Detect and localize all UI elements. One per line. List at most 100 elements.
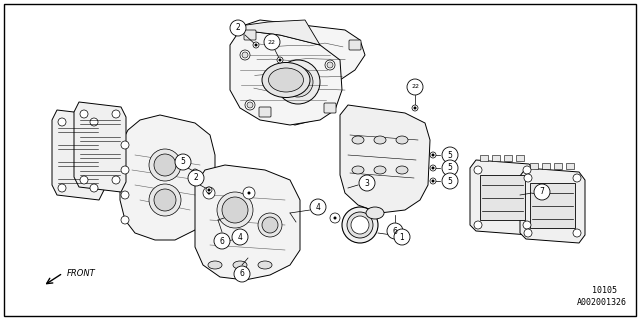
Circle shape bbox=[430, 165, 436, 171]
Text: 2: 2 bbox=[236, 23, 241, 33]
Bar bbox=[480, 175, 525, 220]
Circle shape bbox=[175, 154, 191, 170]
Circle shape bbox=[154, 154, 176, 176]
Circle shape bbox=[430, 178, 436, 184]
Circle shape bbox=[283, 67, 313, 97]
Circle shape bbox=[474, 221, 482, 229]
Circle shape bbox=[258, 213, 282, 237]
FancyBboxPatch shape bbox=[349, 40, 361, 50]
Text: A002001326: A002001326 bbox=[577, 298, 627, 307]
Polygon shape bbox=[230, 30, 342, 125]
Circle shape bbox=[333, 217, 337, 220]
Circle shape bbox=[325, 60, 335, 70]
Circle shape bbox=[431, 166, 435, 170]
Circle shape bbox=[262, 217, 278, 233]
Ellipse shape bbox=[396, 136, 408, 144]
Circle shape bbox=[407, 79, 423, 95]
Circle shape bbox=[524, 229, 532, 237]
Bar bbox=[542, 163, 550, 169]
Circle shape bbox=[203, 187, 215, 199]
Bar bbox=[554, 163, 562, 169]
Circle shape bbox=[351, 216, 369, 234]
Text: 6: 6 bbox=[392, 227, 397, 236]
Circle shape bbox=[222, 197, 248, 223]
Circle shape bbox=[149, 184, 181, 216]
Polygon shape bbox=[120, 115, 215, 240]
Circle shape bbox=[253, 42, 259, 48]
Text: 5: 5 bbox=[447, 150, 452, 159]
Text: 22: 22 bbox=[268, 39, 276, 44]
Circle shape bbox=[214, 233, 230, 249]
Circle shape bbox=[240, 50, 250, 60]
Ellipse shape bbox=[269, 68, 303, 92]
Circle shape bbox=[121, 166, 129, 174]
Circle shape bbox=[121, 141, 129, 149]
Ellipse shape bbox=[352, 166, 364, 174]
Circle shape bbox=[573, 174, 581, 182]
Circle shape bbox=[342, 207, 378, 243]
Bar bbox=[530, 183, 575, 228]
Text: 3: 3 bbox=[365, 179, 369, 188]
Circle shape bbox=[243, 187, 255, 199]
Circle shape bbox=[80, 176, 88, 184]
Ellipse shape bbox=[374, 166, 386, 174]
Circle shape bbox=[217, 192, 253, 228]
Ellipse shape bbox=[208, 261, 222, 269]
Text: 10105: 10105 bbox=[592, 286, 617, 295]
Circle shape bbox=[327, 62, 333, 68]
Ellipse shape bbox=[396, 166, 408, 174]
Circle shape bbox=[347, 212, 373, 238]
Circle shape bbox=[193, 171, 196, 173]
Circle shape bbox=[149, 149, 181, 181]
Text: 4: 4 bbox=[316, 203, 321, 212]
Bar bbox=[530, 163, 538, 169]
FancyBboxPatch shape bbox=[324, 103, 336, 113]
Ellipse shape bbox=[233, 261, 247, 269]
Bar bbox=[504, 155, 512, 161]
Circle shape bbox=[442, 173, 458, 189]
Circle shape bbox=[442, 160, 458, 176]
Circle shape bbox=[276, 60, 320, 104]
Text: 1: 1 bbox=[399, 233, 404, 242]
Polygon shape bbox=[340, 105, 430, 213]
Text: 5: 5 bbox=[180, 157, 186, 166]
Text: 5: 5 bbox=[447, 177, 452, 186]
Circle shape bbox=[242, 52, 248, 58]
Ellipse shape bbox=[366, 207, 384, 219]
Circle shape bbox=[121, 191, 129, 199]
Circle shape bbox=[230, 20, 246, 36]
Text: 5: 5 bbox=[447, 164, 452, 172]
Circle shape bbox=[359, 175, 375, 191]
Circle shape bbox=[277, 57, 283, 63]
Circle shape bbox=[58, 184, 66, 192]
Circle shape bbox=[207, 191, 211, 195]
Circle shape bbox=[80, 110, 88, 118]
Circle shape bbox=[112, 110, 120, 118]
Circle shape bbox=[247, 102, 253, 108]
Circle shape bbox=[232, 229, 248, 245]
Polygon shape bbox=[238, 20, 365, 125]
Circle shape bbox=[474, 166, 482, 174]
Ellipse shape bbox=[262, 62, 310, 98]
Polygon shape bbox=[195, 165, 300, 280]
Circle shape bbox=[264, 34, 280, 50]
Circle shape bbox=[573, 229, 581, 237]
Ellipse shape bbox=[258, 261, 272, 269]
Ellipse shape bbox=[374, 136, 386, 144]
Circle shape bbox=[245, 100, 255, 110]
Polygon shape bbox=[74, 102, 126, 192]
Bar bbox=[516, 155, 524, 161]
Polygon shape bbox=[470, 160, 535, 235]
Circle shape bbox=[154, 189, 176, 211]
Circle shape bbox=[58, 118, 66, 126]
FancyBboxPatch shape bbox=[244, 30, 256, 40]
Circle shape bbox=[394, 229, 410, 245]
Text: 6: 6 bbox=[239, 269, 244, 278]
Polygon shape bbox=[520, 168, 585, 243]
Circle shape bbox=[523, 166, 531, 174]
Ellipse shape bbox=[352, 136, 364, 144]
Circle shape bbox=[192, 169, 198, 175]
Polygon shape bbox=[232, 20, 320, 45]
Circle shape bbox=[524, 174, 532, 182]
Circle shape bbox=[188, 170, 204, 186]
